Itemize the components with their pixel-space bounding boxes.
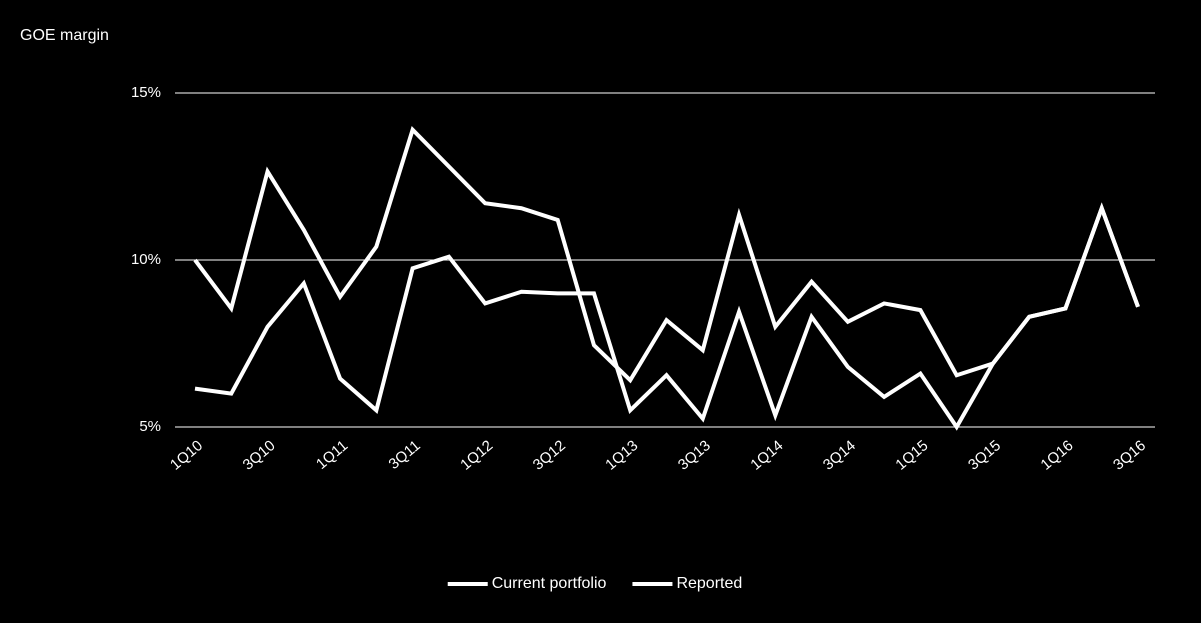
x-tick-label: 1Q10 xyxy=(167,437,206,474)
x-tick-label: 1Q11 xyxy=(313,437,351,473)
x-tick-label: 1Q15 xyxy=(892,437,931,474)
x-tick-label: 1Q12 xyxy=(457,437,496,474)
x-tick-label: 3Q10 xyxy=(240,437,279,474)
x-tick-label: 3Q14 xyxy=(820,437,859,474)
x-tick-label: 1Q13 xyxy=(602,437,641,474)
chart-title: GOE margin xyxy=(20,27,109,44)
x-tick-label: 3Q16 xyxy=(1110,437,1149,474)
y-tick-label: 10% xyxy=(131,251,161,268)
legend-label: Reported xyxy=(676,575,742,592)
x-tick-label: 1Q14 xyxy=(747,437,786,474)
x-tick-label: 1Q16 xyxy=(1038,437,1077,474)
series-line xyxy=(194,202,1140,431)
x-tick-label: 3Q12 xyxy=(530,437,569,474)
y-tick-label: 15% xyxy=(131,84,161,101)
x-tick-label: 3Q13 xyxy=(675,437,714,474)
x-tick-label: 3Q11 xyxy=(386,437,424,473)
series-line xyxy=(193,125,1140,384)
y-tick-label: 5% xyxy=(139,418,161,435)
x-tick-label: 3Q15 xyxy=(965,437,1004,474)
legend-label: Current portfolio xyxy=(492,575,607,592)
